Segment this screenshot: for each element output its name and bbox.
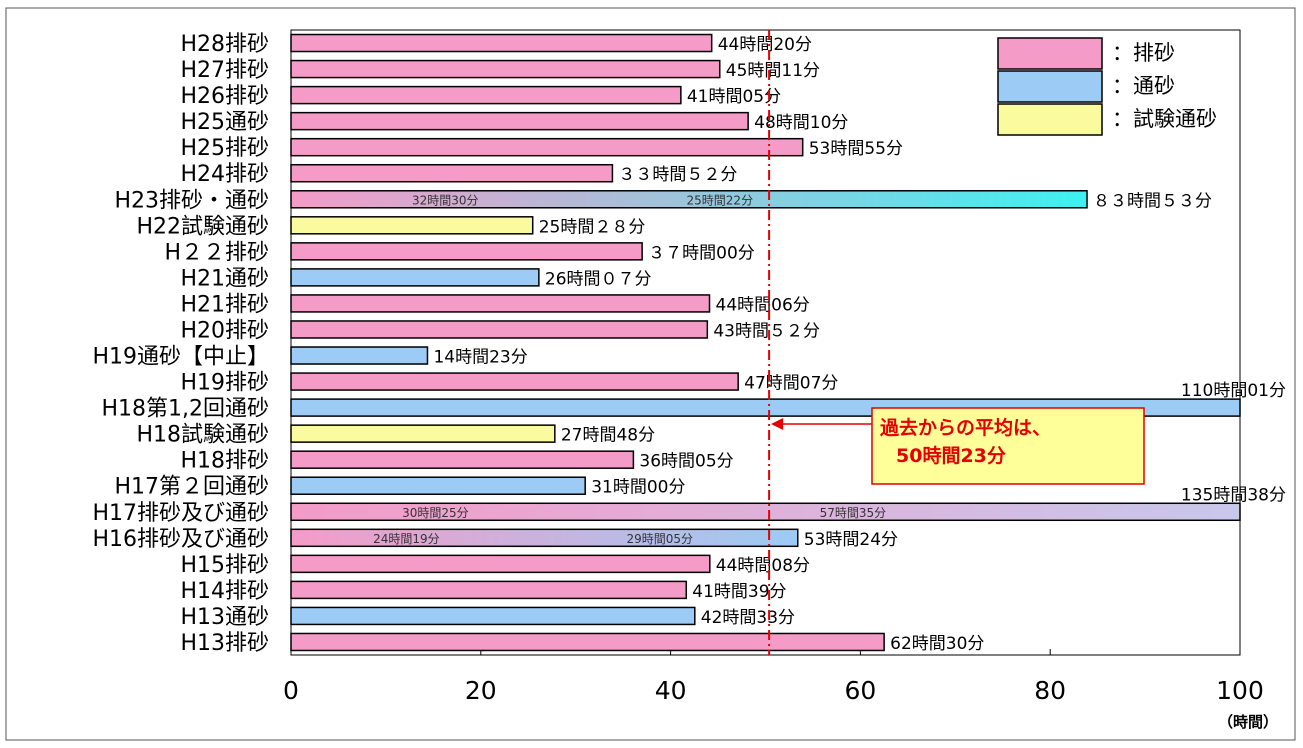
value-label: 62時間30分	[890, 634, 984, 654]
bar	[290, 476, 586, 495]
category-label: H２２排砂	[164, 240, 269, 265]
bar	[290, 580, 688, 600]
value-label: 44時間08分	[716, 556, 810, 576]
bar	[290, 528, 799, 548]
category-label: H20排砂	[180, 318, 269, 343]
value-label: 43時間５２分	[713, 321, 820, 341]
x-tick-label: 0	[283, 676, 299, 705]
bar	[290, 190, 1088, 209]
bar	[290, 268, 540, 287]
value-label: ３３時間５２分	[618, 165, 737, 185]
x-axis-label: （時間）	[1218, 713, 1278, 731]
bar	[290, 294, 711, 313]
category-label: H18第1,2回通砂	[101, 397, 269, 422]
category-label: H21通砂	[180, 266, 269, 291]
bar	[290, 216, 534, 235]
value-label: ８３時間５３分	[1093, 191, 1212, 211]
category-label: H23排砂・通砂	[114, 188, 269, 213]
x-tick-label: 40	[655, 676, 687, 705]
category-label: H21排砂	[180, 292, 269, 317]
category-label: H13通砂	[180, 605, 269, 630]
segment-label: 24時間19分	[373, 532, 440, 546]
category-label: H15排砂	[180, 553, 269, 578]
bar	[290, 163, 614, 183]
legend-label: ：排砂	[1112, 41, 1175, 65]
bar	[290, 242, 643, 261]
category-label: H25通砂	[180, 110, 269, 135]
category-label: H14排砂	[180, 579, 269, 604]
category-label: H27排砂	[180, 58, 269, 83]
legend-swatch	[997, 103, 1103, 136]
legend-label: ：試験通砂	[1112, 107, 1217, 131]
value-label: 48時間10分	[754, 113, 848, 133]
average-value: 50時間23分	[896, 445, 1006, 467]
bar	[290, 85, 682, 105]
legend-label: ：通砂	[1112, 74, 1175, 98]
category-label: H28排砂	[180, 32, 269, 57]
value-label: 110時間01分	[1181, 381, 1286, 401]
category-label: H18排砂	[180, 449, 269, 474]
category-label: H18試験通砂	[136, 423, 269, 448]
category-label: H25排砂	[180, 136, 269, 161]
value-label: 45時間11分	[726, 61, 820, 81]
value-label: 36時間05分	[639, 452, 733, 472]
segment-label: 57時間35分	[820, 506, 887, 520]
value-label: ３７時間00分	[648, 243, 755, 263]
category-label: H17第２回通砂	[114, 475, 269, 500]
x-tick-label: 100	[1216, 676, 1264, 705]
category-label: H17排砂及び通砂	[92, 501, 269, 526]
x-tick-label: 20	[465, 676, 497, 705]
bar	[290, 424, 556, 443]
value-label: 41時間05分	[687, 87, 781, 107]
legend-swatch	[997, 37, 1103, 70]
value-label: 31時間00分	[591, 478, 685, 498]
category-label: H16排砂及び通砂	[92, 527, 269, 552]
bar	[290, 372, 739, 391]
segment-label: 32時間30分	[412, 193, 479, 207]
category-label: H13排砂	[180, 631, 269, 656]
value-label: 41時間39分	[692, 582, 786, 602]
bar	[290, 554, 711, 574]
category-label: H22試験通砂	[136, 214, 269, 239]
bar	[290, 59, 721, 79]
legend-swatch	[997, 70, 1103, 103]
bar	[290, 320, 709, 339]
bar	[290, 632, 885, 652]
value-label: 44時間20分	[718, 35, 812, 55]
segment-label: 30時間25分	[402, 506, 469, 520]
average-callout	[871, 407, 1145, 485]
average-arrow-head	[771, 418, 784, 430]
bar	[290, 502, 1241, 522]
bar	[290, 346, 429, 365]
value-label: 14時間23分	[433, 348, 527, 368]
value-label: 53時間55分	[809, 139, 903, 159]
x-tick-label: 60	[844, 676, 876, 705]
bar	[290, 137, 804, 157]
category-label: H24排砂	[180, 162, 269, 187]
segment-label: 25時間22分	[687, 193, 754, 207]
value-label: 25時間２８分	[539, 217, 646, 237]
segment-label: 29時間05分	[627, 532, 694, 546]
x-tick-label: 80	[1034, 676, 1066, 705]
average-label: 過去からの平均は、	[880, 416, 1051, 439]
bar	[290, 111, 749, 131]
plot-area	[290, 29, 1241, 656]
value-label: 42時間33分	[701, 608, 795, 628]
value-label: 53時間24分	[804, 530, 898, 550]
value-label: 135時間38分	[1181, 485, 1286, 505]
category-label: H19通砂【中止】	[92, 345, 269, 370]
value-label: 27時間48分	[561, 426, 655, 446]
bar	[290, 606, 696, 626]
value-label: 26時間０７分	[545, 269, 652, 289]
bar	[290, 33, 713, 53]
category-label: H26排砂	[180, 84, 269, 109]
value-label: 44時間06分	[716, 295, 810, 315]
category-label: H19排砂	[180, 371, 269, 396]
value-label: 47時間07分	[744, 374, 838, 394]
bar	[290, 450, 635, 469]
